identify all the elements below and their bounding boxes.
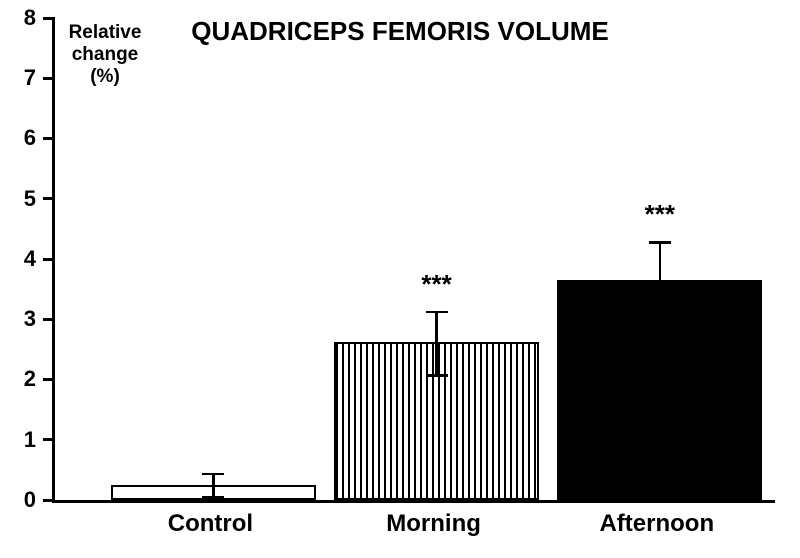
y-tick [43,378,55,381]
significance-marker: *** [620,199,700,230]
y-tick-label: 0 [6,487,36,513]
y-tick-label: 4 [6,246,36,272]
x-category-label: Morning [311,510,556,538]
y-tick-label: 7 [6,65,36,91]
error-bar-cap [426,374,448,377]
y-tick [43,137,55,140]
error-bar-cap [649,241,671,244]
y-tick [43,197,55,200]
significance-marker: *** [397,269,477,300]
error-bar-stem [659,243,662,318]
error-bar-stem [435,312,438,375]
error-bar-cap [426,311,448,314]
y-tick [43,77,55,80]
error-bar-cap [202,473,224,476]
error-bar-stem [212,474,215,497]
plot-area: *** *** [52,18,775,503]
y-tick-label: 8 [6,5,36,31]
y-tick-label: 1 [6,427,36,453]
y-tick [43,318,55,321]
y-tick-label: 3 [6,306,36,332]
bar-chart: QUADRICEPS FEMORIS VOLUME Relative chang… [0,0,800,558]
error-bar-cap [649,316,671,319]
y-tick [43,438,55,441]
x-category-label: Control [88,510,333,538]
y-tick-label: 2 [6,366,36,392]
y-tick [43,17,55,20]
error-bar-cap [202,496,224,499]
x-category-label: Afternoon [534,510,779,538]
y-tick [43,499,55,502]
y-tick-label: 6 [6,125,36,151]
y-tick-label: 5 [6,186,36,212]
y-tick [43,258,55,261]
